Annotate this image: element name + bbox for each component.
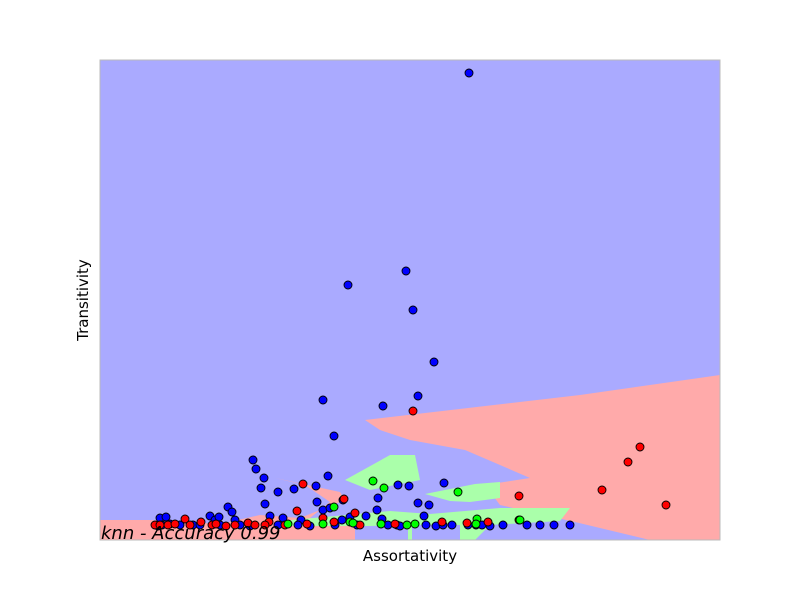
data-point-blue-63 bbox=[447, 520, 457, 530]
x-axis-label: Assortativity bbox=[363, 547, 457, 565]
data-point-red-24 bbox=[250, 520, 260, 530]
data-point-red-13 bbox=[196, 517, 206, 527]
data-point-blue-31 bbox=[419, 511, 429, 521]
data-point-blue-30 bbox=[372, 505, 382, 515]
data-point-red-28 bbox=[390, 519, 400, 529]
series-green bbox=[283, 476, 525, 530]
data-point-blue-4 bbox=[429, 357, 439, 367]
data-point-red-8 bbox=[350, 508, 360, 518]
data-point-green-7 bbox=[348, 518, 358, 528]
data-point-blue-66 bbox=[535, 520, 545, 530]
data-point-green-13 bbox=[515, 515, 525, 525]
data-point-blue-20 bbox=[312, 497, 322, 507]
data-point-blue-12 bbox=[256, 483, 266, 493]
data-point-green-12 bbox=[471, 519, 481, 529]
data-point-blue-11 bbox=[259, 473, 269, 483]
data-point-blue-23 bbox=[413, 498, 423, 508]
accuracy-annotation: knn - Accuracy 0.99 bbox=[101, 523, 280, 544]
data-point-blue-6 bbox=[378, 401, 388, 411]
decision-region-green-6 bbox=[462, 525, 466, 540]
data-point-red-30 bbox=[462, 518, 472, 528]
series-red bbox=[150, 406, 671, 531]
data-point-green-0 bbox=[368, 476, 378, 486]
data-point-blue-16 bbox=[289, 484, 299, 494]
data-point-blue-15 bbox=[311, 481, 321, 491]
data-point-green-5 bbox=[318, 519, 328, 529]
data-point-green-1 bbox=[379, 483, 389, 493]
data-point-red-5 bbox=[514, 491, 524, 501]
data-point-red-0 bbox=[408, 406, 418, 416]
data-point-red-11 bbox=[329, 517, 339, 527]
data-point-blue-14 bbox=[323, 471, 333, 481]
data-point-green-9 bbox=[402, 520, 412, 530]
data-point-blue-67 bbox=[549, 520, 559, 530]
data-point-blue-3 bbox=[408, 305, 418, 315]
data-point-green-8 bbox=[376, 519, 386, 529]
data-point-red-21 bbox=[211, 519, 221, 529]
data-point-blue-10 bbox=[251, 464, 261, 474]
data-point-blue-26 bbox=[227, 507, 237, 517]
data-point-red-33 bbox=[155, 520, 165, 530]
data-point-blue-18 bbox=[404, 481, 414, 491]
data-point-blue-0 bbox=[464, 68, 474, 78]
data-point-blue-19 bbox=[439, 478, 449, 488]
data-point-blue-65 bbox=[522, 520, 532, 530]
data-point-red-6 bbox=[298, 479, 308, 489]
data-point-red-31 bbox=[483, 517, 493, 527]
data-point-blue-64 bbox=[498, 520, 508, 530]
data-point-red-2 bbox=[623, 457, 633, 467]
data-point-blue-24 bbox=[424, 500, 434, 510]
data-point-green-3 bbox=[329, 502, 339, 512]
y-axis-label: Transitivity bbox=[74, 259, 92, 342]
data-point-red-3 bbox=[597, 485, 607, 495]
data-point-red-4 bbox=[661, 500, 671, 510]
data-point-blue-5 bbox=[413, 391, 423, 401]
data-point-red-26 bbox=[302, 519, 312, 529]
data-point-blue-8 bbox=[329, 431, 339, 441]
data-point-blue-9 bbox=[248, 455, 258, 465]
data-point-green-4 bbox=[283, 519, 293, 529]
data-point-blue-68 bbox=[565, 520, 575, 530]
data-point-blue-27 bbox=[260, 499, 270, 509]
data-point-blue-7 bbox=[318, 395, 328, 405]
data-point-blue-54 bbox=[293, 520, 303, 530]
data-point-red-9 bbox=[292, 506, 302, 516]
data-point-blue-13 bbox=[273, 487, 283, 497]
data-point-blue-43 bbox=[161, 512, 171, 522]
data-point-red-7 bbox=[339, 494, 349, 504]
data-point-blue-17 bbox=[393, 480, 403, 490]
data-point-red-29 bbox=[437, 517, 447, 527]
data-point-green-10 bbox=[410, 519, 420, 529]
data-point-red-12 bbox=[180, 514, 190, 524]
data-point-red-25 bbox=[260, 520, 270, 530]
decision-region-red-0 bbox=[365, 375, 720, 540]
data-point-blue-38 bbox=[337, 515, 347, 525]
data-points bbox=[150, 68, 671, 531]
data-point-green-2 bbox=[453, 487, 463, 497]
decision-region-green-3 bbox=[425, 482, 500, 502]
decision-region-green-2 bbox=[345, 455, 420, 490]
data-point-blue-60 bbox=[421, 520, 431, 530]
data-point-blue-40 bbox=[361, 511, 371, 521]
data-point-red-20 bbox=[185, 520, 195, 530]
data-point-blue-2 bbox=[401, 266, 411, 276]
data-point-red-22 bbox=[221, 521, 231, 531]
data-point-blue-1 bbox=[343, 280, 353, 290]
data-point-red-1 bbox=[635, 442, 645, 452]
data-point-red-23 bbox=[230, 520, 240, 530]
data-point-red-19 bbox=[170, 519, 180, 529]
data-point-blue-22 bbox=[373, 493, 383, 503]
plot-frame bbox=[99, 59, 721, 541]
